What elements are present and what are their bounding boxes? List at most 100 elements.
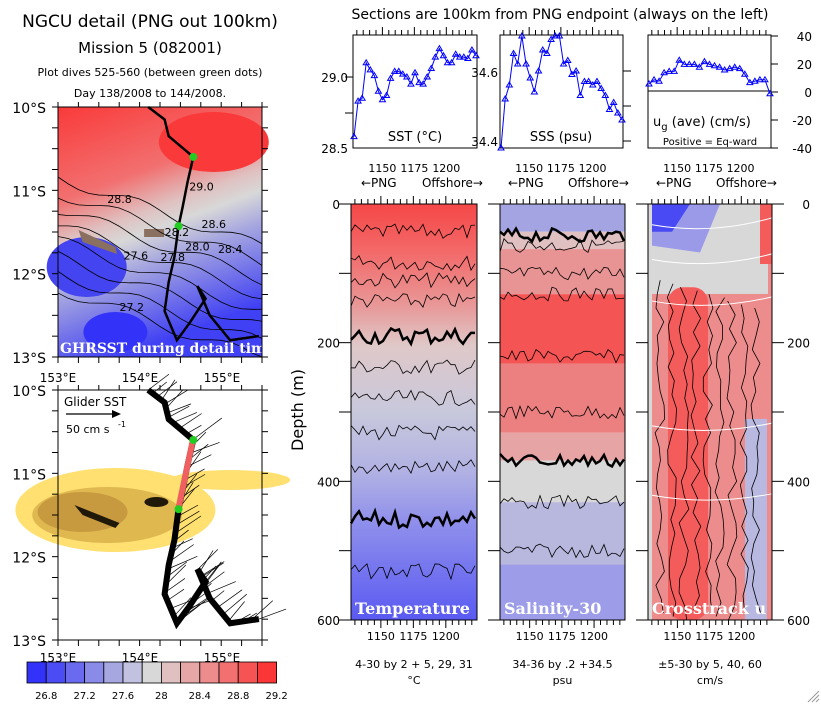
series-line: [353, 47, 477, 137]
offshore-direction-label: Offshore→: [568, 176, 629, 190]
ug-label-part: (ave) (cm/s): [668, 115, 751, 130]
crosstrack-contour: [654, 280, 666, 614]
offshore-direction-label: Offshore→: [422, 176, 483, 190]
density-contour: [651, 493, 773, 501]
data-point: [660, 68, 669, 76]
density-contour: [651, 422, 773, 431]
series-line: [500, 35, 623, 149]
data-point: [509, 49, 518, 56]
velocity-arrow: [156, 381, 178, 398]
data-point: [695, 63, 704, 70]
lon-label: 155°E: [204, 651, 241, 665]
cold-core: [46, 237, 127, 297]
x-tick-label: 1200: [432, 630, 460, 643]
sst-contour: [57, 197, 263, 266]
ug-label: ug (ave) (cm/s): [653, 115, 751, 133]
velocity-arrow: [201, 561, 225, 576]
colorbar-label: 27.2: [73, 691, 95, 702]
data-point: [513, 60, 522, 67]
data-point: [472, 51, 480, 59]
data-point: [370, 71, 379, 79]
x-tick-label: 1175: [547, 162, 575, 175]
velocity-arrow: [172, 412, 198, 424]
data-point: [593, 77, 601, 84]
data-point: [655, 77, 663, 84]
velocity-arrow: [167, 588, 185, 601]
lat-label: 13°S: [12, 634, 46, 650]
colorbar-swatch: [65, 661, 86, 684]
data-point: [431, 53, 440, 60]
data-point: [700, 57, 709, 65]
density-contour: [651, 253, 773, 265]
data-point: [605, 105, 614, 112]
lat-label: 11°S: [12, 467, 46, 483]
colorbar-swatch: [26, 661, 47, 684]
data-point: [358, 94, 367, 101]
data-point: [725, 64, 734, 72]
density-contour: [651, 217, 773, 230]
colorbar-label: 29.2: [265, 691, 287, 702]
temperature-contour: [350, 255, 476, 272]
salinity-band: [500, 502, 625, 565]
y-tick-label: 40: [797, 30, 812, 44]
cold-core: [83, 312, 148, 352]
sst-contour: [57, 214, 263, 286]
glider-track: [147, 106, 260, 343]
green-dot-marker: [189, 435, 198, 444]
salinity-contour: [499, 226, 626, 244]
crosstrack-contour: [750, 307, 762, 614]
data-point: [597, 84, 606, 91]
salinity-band: [500, 432, 625, 461]
land-island: [74, 505, 120, 528]
units-label: cm/s: [697, 674, 723, 687]
temperature-field: [351, 204, 477, 620]
resize-grip-icon: [807, 690, 820, 703]
data-point: [650, 75, 658, 83]
x-tick-label: 1175: [695, 630, 723, 643]
x-tick-label: 1150: [368, 162, 396, 175]
temperature-contour: [350, 459, 476, 475]
velocity-arrow: [177, 504, 199, 517]
crosstrack-contour: [678, 287, 690, 621]
scale-arrowhead: [112, 410, 121, 418]
temperature-contour: [350, 292, 476, 309]
data-point: [588, 81, 597, 88]
data-point: [394, 67, 403, 74]
data-point: [750, 77, 759, 84]
data-point: [366, 65, 375, 73]
depth-label: 0: [802, 198, 810, 212]
data-point: [705, 60, 714, 67]
data-point: [685, 60, 694, 67]
x-tick-label: 1175: [400, 162, 428, 175]
velocity-arrow: [167, 403, 192, 414]
data-point: [670, 67, 679, 74]
lat-label: 10°S: [12, 101, 46, 117]
colorbar-label: 28.4: [189, 691, 211, 702]
contour-label: 28.0: [185, 240, 210, 253]
velocity-arrow: [207, 581, 236, 594]
scale-exponent: -1: [118, 420, 126, 429]
temperature-contour: [350, 563, 476, 581]
sst-contour: [57, 236, 263, 310]
x-tick-label: 1150: [663, 630, 691, 643]
colorbar-swatch: [45, 661, 66, 684]
density-contour: [651, 296, 773, 306]
contour-label: 28.6: [202, 218, 227, 231]
data-point: [443, 58, 452, 66]
contour-label: 28.8: [107, 193, 132, 206]
data-point: [680, 60, 689, 67]
line-plot-frame: [499, 34, 624, 149]
green-dot-marker: [174, 505, 183, 514]
velocity-arrow: [203, 566, 219, 586]
x-tick-label: 1200: [580, 630, 608, 643]
velocity-arrow: [183, 596, 210, 614]
x-tick-label: 1200: [727, 630, 755, 643]
data-point: [555, 32, 564, 39]
data-point: [618, 116, 626, 123]
depth-label: 600: [787, 614, 810, 628]
lon-label: 153°E: [40, 371, 77, 385]
data-point: [766, 89, 774, 97]
velocity-arrow: [179, 413, 202, 429]
lon-label: 154°E: [122, 371, 159, 385]
